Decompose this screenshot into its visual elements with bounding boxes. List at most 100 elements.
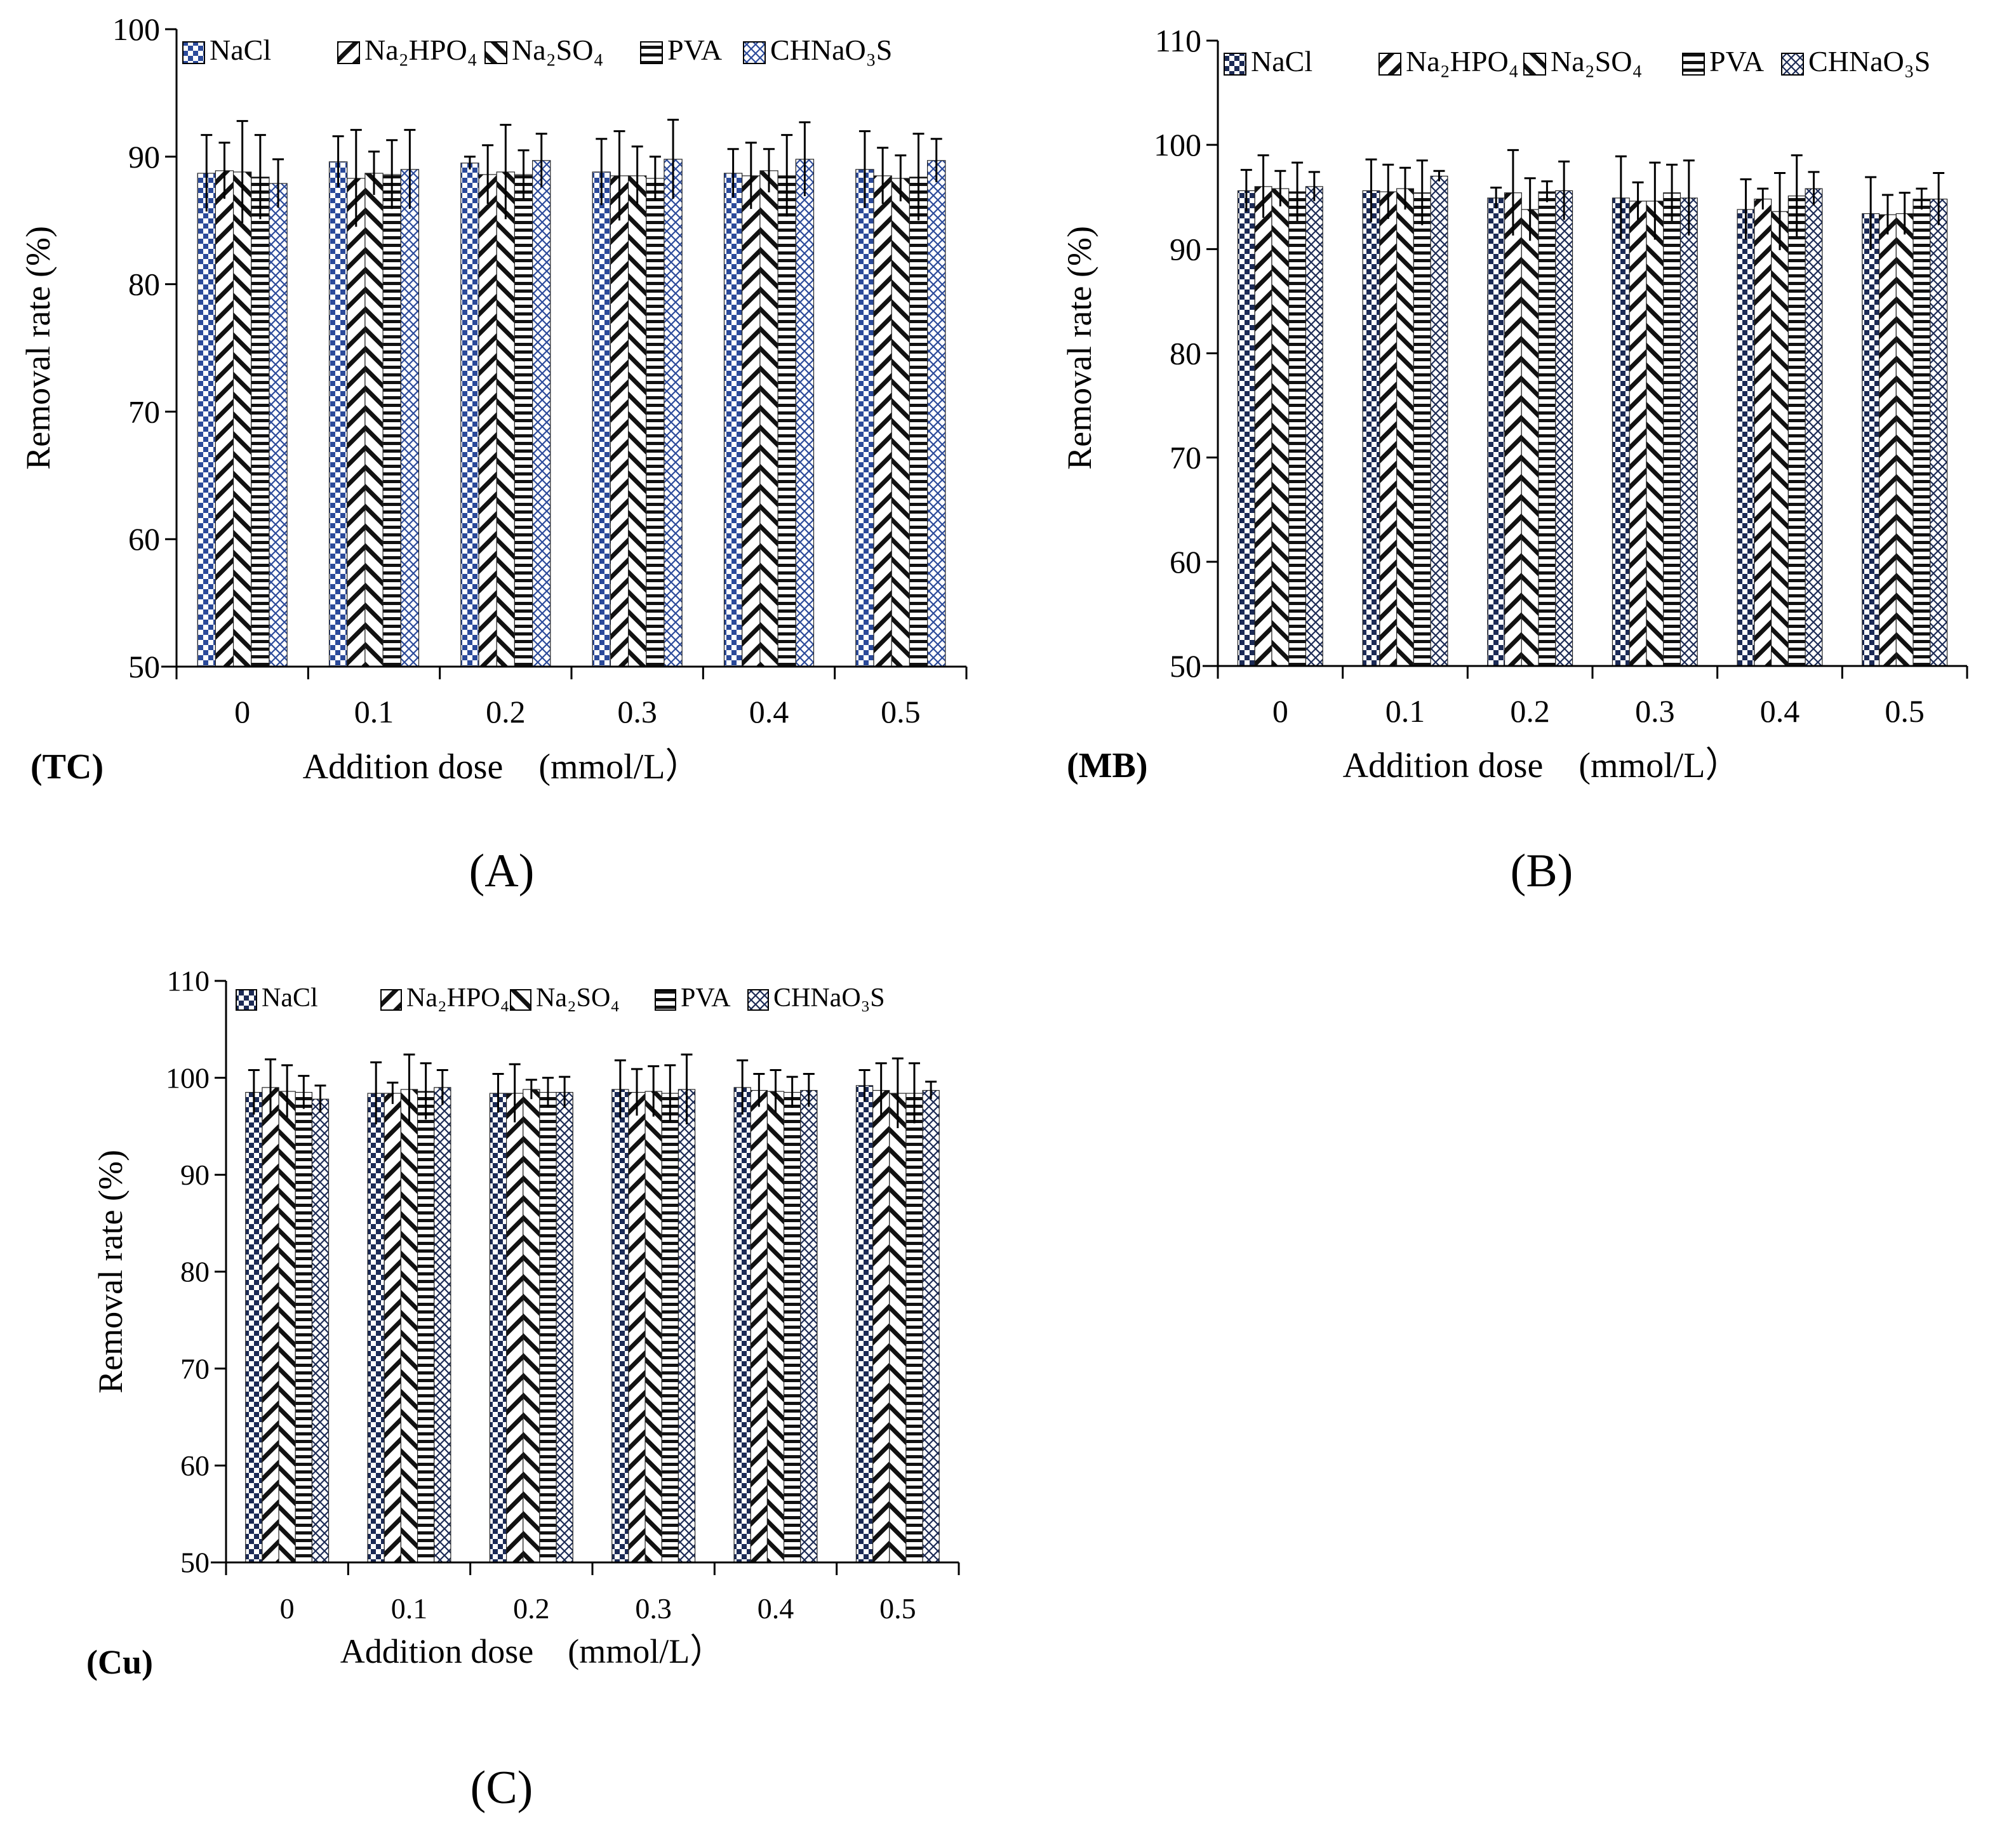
x-tick-label: 0 [280, 1592, 295, 1625]
legend-swatch-3 [510, 989, 531, 1011]
bar-5-6 [927, 160, 946, 667]
legend-label-5: CHNaO₃S [773, 983, 885, 1013]
bar-3-4 [627, 175, 647, 667]
panel-b-ylabel: Removal rate (%) [1060, 226, 1098, 470]
y-tick-label: 110 [167, 965, 210, 997]
bar-3-2 [1396, 188, 1414, 667]
bar-5-6 [922, 1089, 940, 1563]
bar-5-5 [800, 1089, 818, 1563]
bar-2-3 [478, 174, 497, 667]
x-tick-label: 0.1 [354, 694, 394, 729]
x-tick-label: 0.1 [1385, 693, 1425, 729]
bar-4-4 [646, 178, 665, 667]
bar-2-1 [262, 1087, 279, 1563]
legend-swatch-5 [1781, 53, 1804, 76]
legend-label-2: Na₂HPO₄ [406, 983, 509, 1013]
y-tick-label: 50 [180, 1547, 210, 1579]
bar-4-3 [539, 1091, 557, 1563]
panel-c-corner-label: (Cu) [86, 1643, 153, 1681]
panel-b-xlabel: Addition dose (mmol/L） [1343, 746, 1741, 785]
panel-a-corner-label: (TC) [30, 747, 103, 787]
bar-3-2 [364, 173, 384, 667]
y-tick-label: 70 [1170, 440, 1201, 476]
bar-1-5 [733, 1087, 751, 1563]
x-tick-label: 0.3 [635, 1592, 672, 1625]
bar-1-4 [611, 1089, 629, 1563]
bar-3-1 [232, 171, 252, 667]
bar-2-5 [750, 1089, 768, 1563]
x-tick-label: 0.5 [881, 694, 921, 729]
bar-5-3 [556, 1091, 573, 1563]
panel-a-xlabel: Addition dose (mmol/L） [303, 747, 701, 787]
bar-4-6 [909, 176, 928, 667]
x-tick-label: 0 [234, 694, 250, 729]
legend-label-1: NaCl [210, 34, 271, 66]
legend: NaCl Na₂HPO₄ Na₂SO₄ PVA CHNaO₃S [1224, 45, 1930, 77]
legend-swatch-4 [1682, 53, 1705, 76]
legend-swatch-1 [1224, 53, 1246, 76]
bar-3-1 [278, 1091, 296, 1563]
x-tick-label: 0.2 [486, 694, 526, 729]
legend-label-3: Na₂SO₄ [536, 983, 620, 1013]
panel-c-label: (C) [471, 1762, 533, 1814]
panel-b-corner-label: (MB) [1067, 746, 1148, 785]
bar-3-3 [523, 1089, 540, 1563]
legend-swatch-4 [655, 989, 676, 1011]
bar-2-3 [1504, 192, 1522, 667]
panel-a-plot: 50 60 70 80 90 100 0 0.1 0.2 0.3 0.4 0.5 NaCl Na₂HPO₄… [112, 11, 968, 729]
x-tick-label: 0.2 [1510, 693, 1550, 729]
y-tick-label: 50 [1170, 648, 1201, 684]
legend-label-5: CHNaO₃S [770, 34, 892, 66]
y-tick-label: 60 [128, 521, 160, 557]
x-tick-label: 0.2 [513, 1592, 550, 1625]
legend-swatch-2 [1378, 53, 1401, 76]
y-tick-label: 100 [112, 11, 160, 47]
bar-5-2 [1430, 175, 1448, 667]
bar-3-3 [496, 171, 516, 667]
bar-1-5 [1737, 209, 1755, 667]
x-tick-label: 0.3 [1635, 693, 1675, 729]
bar-1-2 [1362, 190, 1380, 667]
bar-1-4 [592, 171, 611, 667]
bar-2-2 [347, 178, 366, 667]
bar-2-6 [1878, 214, 1897, 667]
bar-3-5 [759, 170, 778, 667]
x-tick-label: 0.4 [749, 694, 789, 729]
legend-swatch-4 [640, 41, 663, 64]
bar-3-5 [1771, 211, 1789, 667]
legend-swatch-1 [182, 41, 205, 64]
y-tick-label: 100 [166, 1062, 210, 1094]
bar-1-6 [855, 169, 874, 667]
legend: NaCl Na₂HPO₄ Na₂SO₄ PVA CHNaO₃S [236, 983, 885, 1013]
legend-label-1: NaCl [262, 983, 318, 1013]
y-tick-label: 110 [1155, 23, 1201, 58]
bar-2-2 [1379, 191, 1398, 667]
x-tick-label: 0 [1272, 693, 1288, 729]
y-tick-label: 90 [1170, 231, 1201, 267]
bar-2-6 [873, 175, 892, 667]
bar-2-1 [215, 170, 234, 667]
x-tick-label: 0.4 [758, 1592, 794, 1625]
bar-5-1 [269, 183, 288, 667]
y-tick-label: 80 [1170, 336, 1201, 371]
bar-2-3 [505, 1093, 524, 1563]
bar-4-5 [777, 175, 796, 667]
y-tick-label: 80 [128, 267, 160, 302]
bar-3-3 [1521, 209, 1539, 667]
bar-5-3 [1555, 190, 1573, 667]
bar-2-4 [1629, 201, 1647, 667]
bar-2-5 [1754, 198, 1772, 667]
legend-swatch-3 [1523, 53, 1546, 76]
bar-4-2 [417, 1091, 435, 1563]
y-tick-label: 100 [1154, 127, 1201, 163]
legend-swatch-1 [236, 989, 257, 1011]
legend-label-4: PVA [667, 34, 722, 66]
bar-1-2 [328, 161, 348, 667]
y-tick-label: 70 [180, 1352, 210, 1385]
bar-4-5 [1787, 196, 1806, 667]
bar-3-6 [889, 1093, 907, 1563]
y-tick-label: 90 [128, 139, 160, 175]
bar-4-5 [783, 1091, 801, 1563]
bar-3-5 [766, 1091, 785, 1563]
